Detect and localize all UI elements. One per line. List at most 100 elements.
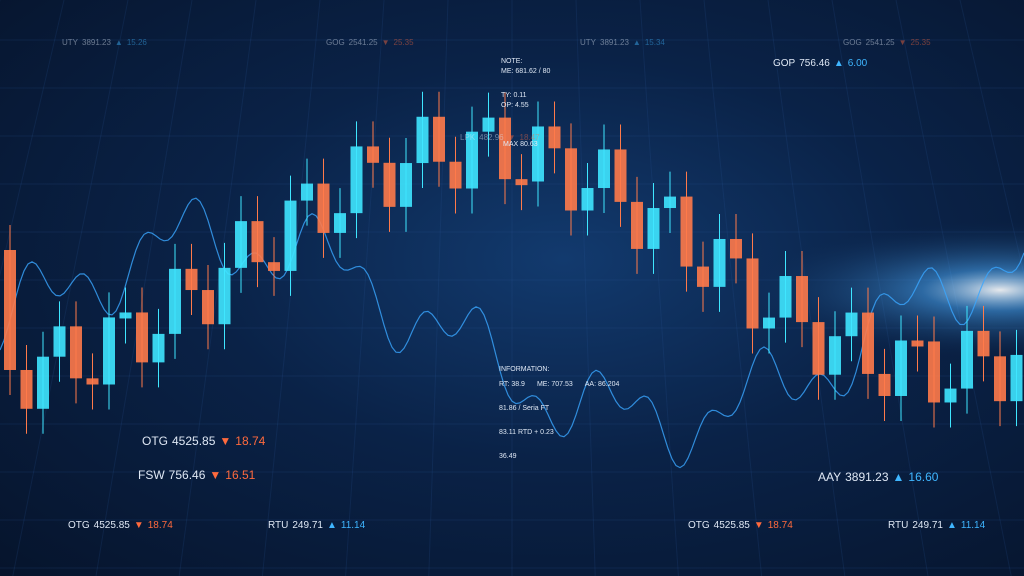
ticker: GOP 756.46 ▲ 6.00 <box>773 58 867 69</box>
text: 81.86 / Seria FT <box>499 405 550 412</box>
candle-body <box>202 290 214 325</box>
candle-body <box>730 238 742 259</box>
text: 15.34 <box>644 38 665 47</box>
text: 4525.85 <box>93 520 130 531</box>
candle-body <box>449 161 462 189</box>
candle-body <box>1010 354 1023 402</box>
text-line: ME: 681.62 / 80 <box>501 68 550 75</box>
text: MAX 80.63 <box>503 141 538 148</box>
candle-body <box>598 149 610 189</box>
grid-line <box>345 0 385 576</box>
text: 25.35 <box>910 38 931 47</box>
candle-body <box>433 116 445 162</box>
ticker: RTU 249.71 ▲ 11.14 <box>888 520 985 531</box>
candle-body <box>152 333 165 363</box>
candle-body <box>482 117 495 132</box>
text: TY: 0.11 <box>501 92 527 99</box>
candle-body <box>350 146 363 214</box>
candle-body <box>961 330 973 389</box>
text: GOG <box>843 38 862 47</box>
text: INFORMATION: <box>499 366 550 373</box>
candle-body <box>581 188 594 211</box>
grid-line <box>12 0 129 576</box>
candle-body <box>565 148 577 211</box>
ticker: UTY 3891.23 ▲ 15.26 <box>62 38 147 47</box>
ticker: LPK 482.96 ▼ 18.47 <box>460 133 540 142</box>
text: AA: 86.204 <box>584 381 620 388</box>
candle-body <box>713 238 726 287</box>
text: GOG <box>326 38 345 47</box>
text: ▼ <box>209 468 222 482</box>
text: NOTE: <box>501 58 523 65</box>
ticker: FSW 756.46 ▼ 16.51 <box>138 468 255 482</box>
candle-body <box>136 312 148 363</box>
text: 2541.25 <box>865 38 895 47</box>
text-line: 36.49 <box>499 453 619 460</box>
candle-body <box>367 146 379 163</box>
candle-body <box>515 179 528 186</box>
text-line: TY: 0.11 <box>501 92 550 99</box>
candle-body <box>268 262 280 271</box>
candle-body <box>763 317 775 329</box>
text: ▼ <box>507 133 516 142</box>
text: 18.74 <box>147 520 173 531</box>
candle-body <box>928 341 940 403</box>
text: 18.47 <box>519 133 540 142</box>
text-line: NOTE: <box>501 58 550 65</box>
information: INFORMATION: RT: 38.9 ME: 707.53 AA: 86.204… <box>499 366 619 460</box>
text: 25.35 <box>393 38 414 47</box>
candle-body <box>466 131 478 189</box>
text: RTU <box>268 520 289 531</box>
candle-body <box>20 369 33 409</box>
text-line: OP: 4.55 <box>501 102 550 109</box>
candle-body <box>70 326 82 379</box>
candle-body <box>680 196 693 267</box>
candle-body <box>862 312 874 374</box>
candle-body <box>4 250 16 370</box>
text: 11.14 <box>960 520 986 531</box>
candle-body <box>169 268 181 334</box>
ticker: OTG 4525.85 ▼ 18.74 <box>68 520 173 531</box>
candle-body <box>284 200 297 271</box>
candle-body <box>614 149 627 202</box>
candle-body <box>548 126 561 149</box>
grid-line <box>639 0 679 576</box>
text-line: 83.11 RTD + 0.23 <box>499 429 619 436</box>
candle-body <box>895 340 907 396</box>
text: ▲ <box>892 470 905 484</box>
text: 3891.23 <box>82 38 111 47</box>
candle-body <box>845 312 858 337</box>
ticker: OTG 4525.85 ▼ 18.74 <box>142 434 265 448</box>
candle-body <box>383 162 396 207</box>
grid-line <box>261 0 321 576</box>
candle-body <box>86 378 99 385</box>
ticker: GOG 2541.25 ▼ 25.35 <box>843 38 931 47</box>
text: 83.11 RTD + 0.23 <box>499 429 554 436</box>
text: 16.51 <box>225 468 256 482</box>
text: OTG <box>688 520 710 531</box>
grid-line <box>959 0 1024 277</box>
text-line: MAX 80.63 <box>503 141 538 148</box>
text: 18.74 <box>767 520 793 531</box>
info-row: RT: 38.9 ME: 707.53 AA: 86.204 <box>499 381 619 388</box>
light-flare <box>740 220 1024 360</box>
text: OTG <box>142 434 168 448</box>
text: AAY <box>818 470 842 484</box>
candle-body <box>53 326 66 357</box>
text: UTY <box>580 38 596 47</box>
candle-body <box>400 163 412 207</box>
candle-body <box>499 117 511 180</box>
wave-line <box>0 197 1024 469</box>
candle-body <box>251 221 264 263</box>
candle-body <box>779 276 792 318</box>
text: 36.49 <box>499 453 517 460</box>
grid-line <box>178 0 257 576</box>
candle-body <box>746 258 759 329</box>
candle-body <box>944 388 957 403</box>
ticker: UTY 3891.23 ▲ 15.34 <box>580 38 665 47</box>
text: 3891.23 <box>600 38 629 47</box>
text: ▼ <box>753 520 764 531</box>
candle-body <box>334 213 346 233</box>
